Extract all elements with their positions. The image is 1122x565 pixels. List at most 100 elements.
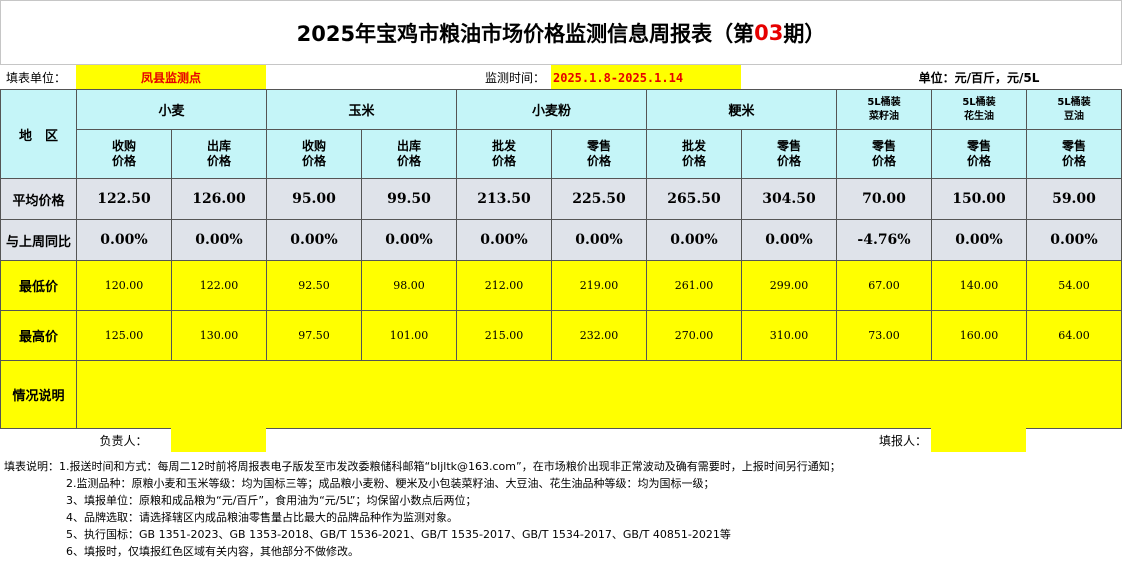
row-label-avg: 平均价格 — [0, 178, 77, 220]
group-rice: 粳米 — [646, 89, 837, 130]
sub-header: 零售 价格 — [836, 129, 932, 179]
price-cell-yoy: 0.00% — [741, 219, 837, 261]
sub-header-line: 零售 — [966, 139, 991, 153]
price-cell-max[interactable]: 215.00 — [456, 310, 552, 361]
report-title: 2025年宝鸡市粮油市场价格监测信息周报表（第 03 期） — [0, 0, 1122, 65]
price-cell-yoy: 0.00% — [266, 219, 362, 261]
note-line: 2.监测品种：原粮小麦和玉米等级：均为国标三等；成品粮小麦粉、粳米及小包装菜籽油… — [66, 477, 715, 490]
filler-input[interactable] — [931, 428, 1026, 452]
price-cell-yoy: 0.00% — [646, 219, 742, 261]
sub-header: 批发 价格 — [456, 129, 552, 179]
price-cell-avg: 70.00 — [836, 178, 932, 220]
sub-header-line: 收购 — [301, 139, 326, 153]
price-cell-avg: 95.00 — [266, 178, 362, 220]
group-peanut-oil: 5L桶装 花生油 — [931, 89, 1027, 130]
price-cell-min[interactable]: 219.00 — [551, 260, 647, 311]
price-cell-avg: 150.00 — [931, 178, 1027, 220]
sub-header-line: 价格 — [586, 154, 611, 168]
oil-line: 5L桶装 — [867, 96, 901, 108]
price-cell-min[interactable]: 261.00 — [646, 260, 742, 311]
price-cell-max[interactable]: 97.50 — [266, 310, 362, 361]
sub-header-line: 价格 — [301, 154, 326, 168]
sub-header-line: 零售 — [1061, 139, 1086, 153]
price-cell-min[interactable]: 54.00 — [1026, 260, 1122, 311]
price-cell-max[interactable]: 101.00 — [361, 310, 457, 361]
oil-line: 菜籽油 — [869, 110, 899, 122]
price-cell-max[interactable]: 130.00 — [171, 310, 267, 361]
price-cell-min[interactable]: 212.00 — [456, 260, 552, 311]
sub-header-line: 价格 — [1061, 154, 1086, 168]
group-corn: 玉米 — [266, 89, 457, 130]
price-cell-min[interactable]: 98.00 — [361, 260, 457, 311]
sub-header-line: 出库 — [396, 139, 421, 153]
sub-header-line: 价格 — [491, 154, 516, 168]
sub-header-line: 价格 — [206, 154, 231, 168]
sub-header-line: 价格 — [966, 154, 991, 168]
title-part1: 2025年宝鸡市粮油市场价格监测信息周报表（第 — [296, 21, 755, 46]
price-cell-max[interactable]: 310.00 — [741, 310, 837, 361]
price-cell-yoy: 0.00% — [361, 219, 457, 261]
note-line: 填表说明：1.报送时间和方式：每周二12时前将周报表电子版发至市发改委粮储科邮箱… — [4, 460, 841, 473]
price-cell-yoy: 0.00% — [456, 219, 552, 261]
sub-header-line: 价格 — [681, 154, 706, 168]
price-cell-min[interactable]: 122.00 — [171, 260, 267, 311]
price-cell-min[interactable]: 120.00 — [76, 260, 172, 311]
sub-header: 零售 价格 — [931, 129, 1027, 179]
price-cell-yoy: 0.00% — [1026, 219, 1122, 261]
sub-header: 零售 价格 — [741, 129, 837, 179]
sub-header: 出库 价格 — [361, 129, 457, 179]
sub-header-line: 批发 — [681, 139, 706, 153]
note-line: 4、品牌选取：请选择辖区内成品粮油零售量占比最大的品牌品种作为监测对象。 — [66, 511, 458, 524]
fill-unit-label: 填表单位： — [6, 71, 67, 85]
price-cell-avg: 126.00 — [171, 178, 267, 220]
monitor-time-value[interactable]: 2025.1.8-2025.1.14 — [551, 65, 741, 90]
group-flour: 小麦粉 — [456, 89, 647, 130]
price-cell-avg: 213.50 — [456, 178, 552, 220]
title-part2: 期） — [783, 21, 826, 46]
price-unit: 单位：元/百斤，元/5L — [918, 71, 1040, 85]
group-rapeseed-oil: 5L桶装菜籽油 — [836, 89, 932, 130]
region-header: 地 区 — [0, 89, 77, 179]
price-cell-min[interactable]: 67.00 — [836, 260, 932, 311]
filler-label: 填报人： — [878, 433, 927, 448]
price-cell-min[interactable]: 299.00 — [741, 260, 837, 311]
price-cell-avg: 225.50 — [551, 178, 647, 220]
price-cell-yoy: -4.76% — [836, 219, 932, 261]
fill-unit-value[interactable]: 凤县监测点 — [76, 65, 266, 90]
sub-header: 收购 价格 — [76, 129, 172, 179]
note-input[interactable] — [76, 360, 1122, 429]
price-cell-avg: 265.50 — [646, 178, 742, 220]
responsible-label: 负责人： — [99, 433, 148, 448]
price-cell-min[interactable]: 92.50 — [266, 260, 362, 311]
sub-header-line: 价格 — [111, 154, 136, 168]
row-label-note: 情况说明 — [0, 360, 77, 429]
sub-header-line: 零售 — [776, 139, 801, 153]
sub-header-line: 批发 — [491, 139, 516, 153]
note-line: 5、执行国标：GB 1351-2023、GB 1353-2018、GB/T 15… — [66, 528, 731, 541]
sub-header: 零售 价格 — [1026, 129, 1122, 179]
oil-line: 5L桶装 — [962, 96, 996, 108]
price-cell-max[interactable]: 125.00 — [76, 310, 172, 361]
row-label-max: 最高价 — [0, 310, 77, 361]
price-cell-max[interactable]: 64.00 — [1026, 310, 1122, 361]
responsible-input[interactable] — [171, 428, 266, 452]
group-soybean-oil: 5L桶装豆油 — [1026, 89, 1122, 130]
price-cell-max[interactable]: 160.00 — [931, 310, 1027, 361]
row-label-yoy: 与上周同比 — [0, 219, 77, 261]
sub-header-line: 价格 — [871, 154, 896, 168]
price-cell-avg: 122.50 — [76, 178, 172, 220]
group-wheat: 小麦 — [76, 89, 267, 130]
price-cell-max[interactable]: 73.00 — [836, 310, 932, 361]
oil-line: 豆油 — [1064, 110, 1084, 122]
price-cell-max[interactable]: 270.00 — [646, 310, 742, 361]
note-line: 3、填报单位：原粮和成品粮为“元/百斤”，食用油为“元/5L”；均保留小数点后两… — [66, 494, 477, 507]
issue-number: 03 — [754, 20, 784, 45]
sub-header: 批发 价格 — [646, 129, 742, 179]
sub-header-line: 零售 — [586, 139, 611, 153]
price-cell-yoy: 0.00% — [171, 219, 267, 261]
price-cell-max[interactable]: 232.00 — [551, 310, 647, 361]
filling-instructions: 填表说明：1.报送时间和方式：每周二12时前将周报表电子版发至市发改委粮储科邮箱… — [4, 458, 1118, 560]
price-cell-min[interactable]: 140.00 — [931, 260, 1027, 311]
sub-header: 收购 价格 — [266, 129, 362, 179]
oil-line: 5L桶装 — [1057, 96, 1091, 108]
